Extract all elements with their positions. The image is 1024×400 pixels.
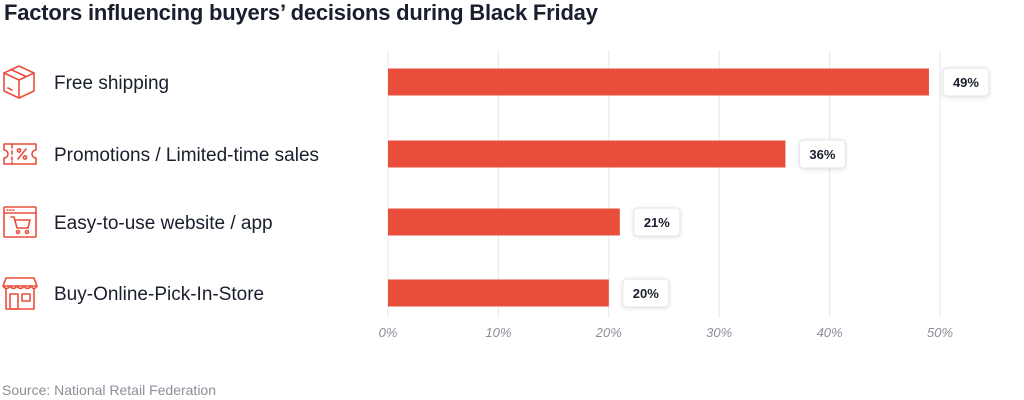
bar (388, 208, 620, 236)
cart-window-icon (3, 206, 37, 238)
store-icon (2, 277, 38, 310)
value-label-box: 36% (798, 139, 846, 169)
bars: 49% 36% 21% 20% (388, 67, 990, 308)
value-label-box: 49% (942, 67, 990, 97)
category-label: Easy-to-use website / app (54, 213, 273, 234)
x-tick-label: 40% (817, 325, 843, 340)
box-icon (3, 65, 35, 99)
bar (388, 140, 786, 168)
category-labels: Free shipping Promotions / Limited-time s… (54, 73, 319, 305)
x-tick-label: 10% (485, 325, 511, 340)
category-label: Promotions / Limited-time sales (54, 145, 319, 166)
x-axis-ticks: 0% 10% 20% 30% 40% 50% (379, 325, 953, 340)
source-note: Source: National Retail Federation (2, 382, 217, 398)
bar (388, 279, 609, 307)
value-label: 21% (644, 215, 670, 230)
x-tick-label: 50% (927, 325, 953, 340)
category-label: Free shipping (54, 73, 169, 94)
x-tick-label: 0% (379, 325, 398, 340)
value-label: 36% (809, 147, 835, 162)
x-tick-label: 20% (595, 325, 622, 340)
ticket-icon (3, 143, 37, 165)
value-label: 49% (953, 75, 979, 90)
value-label-box: 20% (622, 278, 670, 308)
chart-title: Factors influencing buyers’ decisions du… (4, 0, 598, 25)
x-tick-label: 30% (706, 325, 732, 340)
bar-chart: 49% 36% 21% 20% Free shipping Promotions / L… (2, 50, 990, 340)
category-icons (2, 65, 38, 310)
value-label-box: 21% (633, 207, 681, 237)
category-label: Buy-Online-Pick-In-Store (54, 284, 264, 305)
bar (388, 68, 929, 96)
value-label: 20% (633, 286, 659, 301)
